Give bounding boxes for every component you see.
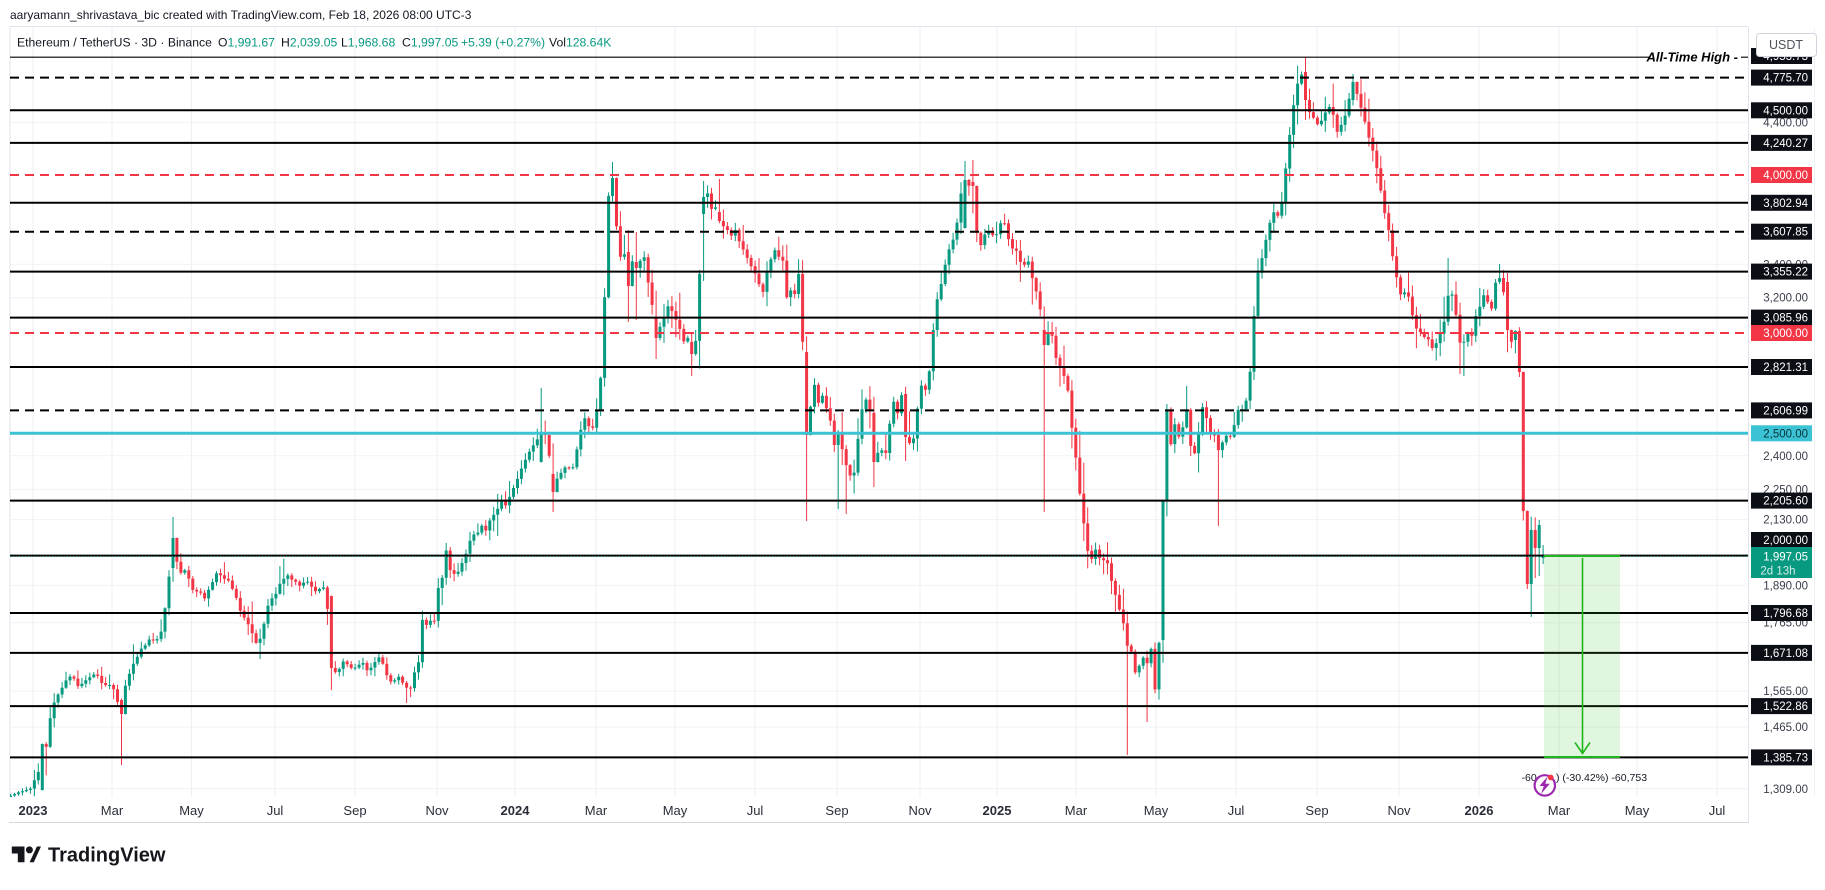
svg-text:aaryamann_shrivastava_bic crea: aaryamann_shrivastava_bic created with T… (10, 8, 472, 22)
svg-text:Mar: Mar (1065, 803, 1088, 818)
svg-text:-60: -60 (1522, 772, 1537, 784)
svg-text:1,997.05: 1,997.05 (1763, 552, 1808, 564)
svg-text:4,240.27: 4,240.27 (1763, 138, 1808, 150)
svg-text:Nov: Nov (1387, 803, 1411, 818)
svg-text:Sep: Sep (825, 803, 848, 818)
svg-text:Jul: Jul (267, 803, 284, 818)
svg-text:May: May (1625, 803, 1650, 818)
svg-text:1,309.00: 1,309.00 (1763, 784, 1808, 796)
svg-text:4,400.00: 4,400.00 (1763, 118, 1808, 130)
svg-text:3,085.96: 3,085.96 (1763, 313, 1808, 325)
svg-text:3,607.85: 3,607.85 (1763, 227, 1808, 239)
svg-text:3,802.94: 3,802.94 (1763, 198, 1808, 210)
svg-text:2,205.60: 2,205.60 (1763, 496, 1808, 508)
svg-text:2,400.00: 2,400.00 (1763, 451, 1808, 463)
svg-text:2023: 2023 (19, 803, 48, 818)
svg-text:2,130.00: 2,130.00 (1763, 515, 1808, 527)
svg-text:Jul: Jul (1228, 803, 1245, 818)
svg-text:+5.39 (+0.27%): +5.39 (+0.27%) (461, 36, 545, 50)
svg-text:Nov: Nov (425, 803, 449, 818)
svg-text:1,796.68: 1,796.68 (1763, 608, 1808, 620)
svg-text:1,465.00: 1,465.00 (1763, 722, 1808, 734)
svg-text:Nov: Nov (908, 803, 932, 818)
svg-text:2,606.99: 2,606.99 (1763, 405, 1808, 417)
svg-text:3,200.00: 3,200.00 (1763, 293, 1808, 305)
svg-text:3,000.00: 3,000.00 (1763, 328, 1808, 340)
svg-text:1,522.86: 1,522.86 (1763, 701, 1808, 713)
svg-text:Vol128.64K: Vol128.64K (549, 36, 611, 50)
svg-text:2,821.31: 2,821.31 (1763, 362, 1808, 374)
svg-text:All-Time High -: All-Time High - (1646, 50, 1738, 65)
svg-text:4,775.70: 4,775.70 (1763, 73, 1808, 85)
svg-text:TradingView: TradingView (48, 845, 166, 867)
svg-text:C1,997.05: C1,997.05 (402, 36, 458, 50)
svg-text:H2,039.05: H2,039.05 (281, 36, 337, 50)
svg-text:1,385.73: 1,385.73 (1763, 752, 1808, 764)
svg-text:Ethereum / TetherUS · 3D · Bin: Ethereum / TetherUS · 3D · Binance (17, 36, 212, 50)
svg-text:Sep: Sep (1305, 803, 1328, 818)
svg-text:Mar: Mar (585, 803, 608, 818)
svg-text:4,500.00: 4,500.00 (1763, 105, 1808, 117)
svg-text:May: May (179, 803, 204, 818)
svg-text:2026: 2026 (1465, 803, 1494, 818)
svg-text:1,890.00: 1,890.00 (1763, 580, 1808, 592)
svg-text:2,000.00: 2,000.00 (1763, 535, 1808, 547)
svg-text:L1,968.68: L1,968.68 (341, 36, 395, 50)
svg-text:) (-30.42%) -60,753: ) (-30.42%) -60,753 (1556, 772, 1647, 784)
svg-text:Sep: Sep (343, 803, 366, 818)
svg-text:May: May (1144, 803, 1169, 818)
svg-text:1,565.00: 1,565.00 (1763, 686, 1808, 698)
svg-text:May: May (663, 803, 688, 818)
svg-text:4,000.00: 4,000.00 (1763, 170, 1808, 182)
svg-text:Jul: Jul (1709, 803, 1726, 818)
svg-text:2025: 2025 (983, 803, 1012, 818)
svg-text:Mar: Mar (101, 803, 124, 818)
svg-text:3,355.22: 3,355.22 (1763, 267, 1808, 279)
svg-text:O1,991.67: O1,991.67 (218, 36, 275, 50)
svg-text:2024: 2024 (501, 803, 531, 818)
svg-text:Jul: Jul (747, 803, 764, 818)
svg-text:Mar: Mar (1548, 803, 1571, 818)
svg-text:USDT: USDT (1769, 38, 1803, 52)
svg-text:1,671.08: 1,671.08 (1763, 648, 1808, 660)
svg-text:2d 13h: 2d 13h (1760, 566, 1795, 578)
svg-text:2,500.00: 2,500.00 (1763, 428, 1808, 440)
